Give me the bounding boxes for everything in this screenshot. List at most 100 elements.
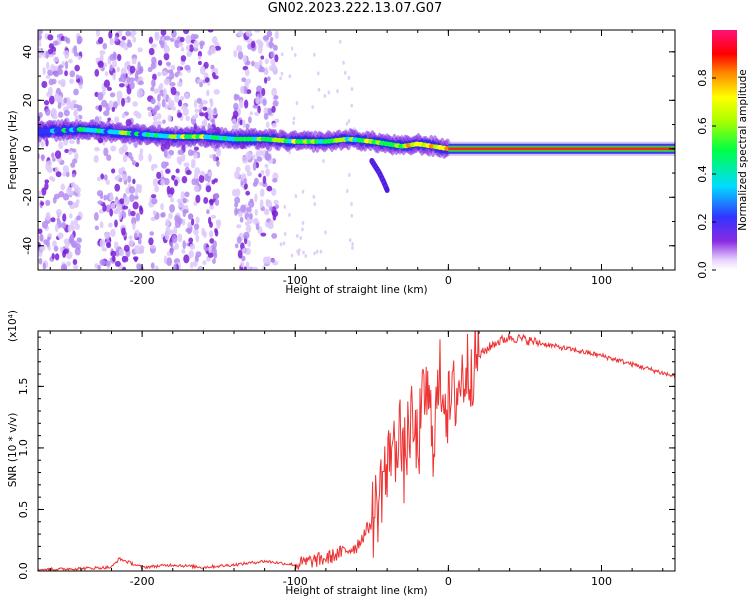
noise-speckle [252,181,258,187]
noise-speckle [64,241,70,248]
noise-speckle [139,205,143,212]
noise-speckle [268,109,272,115]
noise-speckle [212,153,217,162]
noise-speckle [232,110,239,119]
noise-speckle [259,188,265,198]
noise-speckle [210,64,215,70]
noise-speckle [317,87,321,92]
y-axis-label: SNR (10 * v/v) [7,413,19,488]
noise-speckle [246,171,252,177]
noise-speckle [66,261,71,267]
noise-speckle [233,102,239,110]
noise-speckle [274,30,279,40]
noise-speckle [103,147,109,157]
noise-speckle [132,36,137,43]
noise-speckle [41,80,48,89]
noise-speckle [186,50,192,57]
noise-speckle [209,221,213,228]
noise-speckle [181,175,188,184]
noise-speckle [40,140,45,147]
noise-speckle [162,119,166,124]
noise-speckle [327,90,331,95]
noise-speckle [150,86,155,92]
noise-speckle [210,46,217,55]
noise-speckle [119,39,126,49]
noise-speckle [254,193,258,203]
noise-speckle [198,60,202,66]
noise-speckle [111,168,116,174]
noise-speckle [114,183,121,192]
noise-speckle [69,235,73,243]
noise-speckle [182,240,186,250]
noise-speckle [199,65,206,75]
snr-frame [37,330,676,572]
noise-speckle [114,260,121,267]
noise-speckle [97,200,104,205]
noise-speckle [69,103,75,109]
noise-speckle [161,70,168,77]
noise-speckle [231,188,237,197]
noise-speckle [193,185,200,193]
tone-core [448,147,675,151]
noise-speckle [62,171,67,177]
noise-speckle [166,257,173,267]
noise-speckle [151,43,157,48]
noise-speckle [98,104,103,112]
noise-speckle [48,95,55,105]
noise-speckle [106,86,113,91]
noise-speckle [180,95,185,101]
noise-speckle [147,106,153,111]
noise-speckle [121,35,127,41]
noise-speckle [254,111,260,116]
noise-speckle [192,260,198,267]
noise-speckle [295,233,299,238]
noise-speckle [174,242,179,250]
noise-speckle [182,209,187,218]
noise-speckle [118,248,125,257]
noise-speckle [38,257,43,265]
noise-speckle [130,210,136,217]
noise-speckle [103,174,108,181]
noise-speckle [147,111,153,117]
noise-speckle [117,54,122,62]
noise-speckle [244,164,251,173]
noise-speckle [106,242,112,249]
noise-speckle [54,223,59,233]
noise-speckle [57,95,63,103]
noise-speckle [166,185,171,195]
branch-segment [384,187,390,193]
noise-speckle [295,101,299,106]
noise-speckle [254,63,261,70]
noise-speckle [69,213,73,219]
noise-speckle [76,215,81,221]
noise-speckle [128,239,134,246]
noise-speckle [160,212,165,218]
noise-speckle [243,231,250,239]
noise-speckle [50,64,56,72]
noise-speckle [128,235,133,240]
noise-speckle [73,103,80,109]
noise-speckle [97,36,104,45]
noise-speckle [271,258,275,263]
noise-speckle [203,118,208,128]
noise-speckle [52,114,58,120]
x-tick-label: 100 [591,575,612,588]
noise-speckle [78,84,83,90]
noise-speckle [208,245,212,254]
noise-speckle [198,266,203,270]
noise-speckle [120,67,127,76]
noise-speckle [113,209,119,215]
noise-speckle [210,214,217,219]
noise-speckle [136,88,144,97]
noise-speckle [160,30,167,36]
noise-speckle [163,52,170,61]
noise-speckle [233,50,238,58]
noise-speckle [120,97,126,107]
noise-speckle [110,228,116,237]
noise-speckle [42,67,46,75]
noise-speckle [319,249,323,254]
noise-speckle [188,237,194,244]
noise-speckle [249,213,253,220]
x-tick-label: -200 [130,575,155,588]
noise-speckle [271,87,277,97]
